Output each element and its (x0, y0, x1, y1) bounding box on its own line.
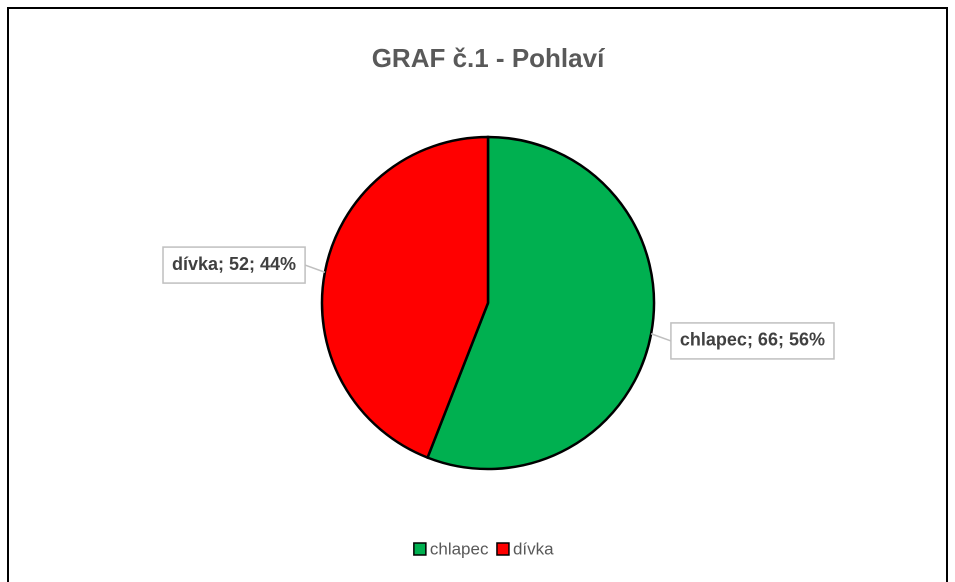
pie-slice (425, 135, 656, 471)
pie-slice (320, 135, 490, 460)
legend-swatch (496, 542, 510, 556)
legend-swatch (413, 542, 427, 556)
data-label: chlapec; 66; 56% (680, 330, 825, 350)
chart-title: GRAF č.1 - Pohlaví (372, 43, 605, 73)
legend-label: chlapec (430, 539, 489, 558)
data-label: dívka; 52; 44% (172, 254, 296, 274)
leader-line (304, 264, 326, 273)
leader-line (650, 333, 672, 342)
legend-label: dívka (513, 539, 554, 558)
data-label-box (670, 322, 835, 360)
data-label-box (162, 246, 306, 284)
